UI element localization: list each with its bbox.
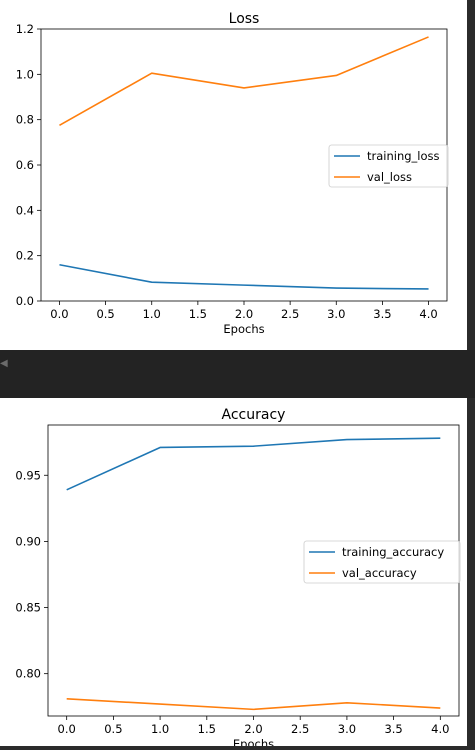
y-tick-label: 0.6: [16, 158, 34, 172]
series-line-training_loss: [59, 263, 429, 290]
series-line-val_loss: [59, 36, 429, 127]
x-tick-label: 2.0: [244, 722, 262, 736]
accuracy-chart: Accuracy 0.0 0.5 1.0 1.5 2.0 2.5 3.0 3.5 4.0 0.80 0…: [15, 407, 461, 750]
x-tick-label: 0.0: [50, 307, 68, 321]
x-tick-label: 3.5: [384, 722, 402, 736]
series-line-training_accuracy: [66, 437, 441, 491]
y-tick-label: 0.0: [16, 294, 34, 308]
legend-label-val_loss: val_loss: [367, 170, 412, 184]
output-divider: [0, 350, 475, 398]
x-tick-label: 0.5: [104, 722, 122, 736]
x-axis-label: Epochs: [223, 322, 264, 336]
x-tick-label: 2.5: [281, 307, 299, 321]
y-tick-label: 0.2: [16, 249, 34, 263]
x-tick-label: 3.0: [327, 307, 345, 321]
legend-label-val_accuracy: val_accuracy: [342, 566, 417, 580]
x-tick-label: 4.0: [419, 307, 437, 321]
y-tick-label: 1.0: [16, 67, 34, 81]
y-tick-label: 0.4: [16, 203, 34, 217]
y-tick-label: 0.80: [15, 667, 41, 681]
x-tick-label: 1.0: [143, 307, 161, 321]
y-tick-label: 0.85: [15, 601, 41, 615]
x-tick-label: 0.5: [96, 307, 114, 321]
loss-chart: Loss 0.0 0.5 1.0 1.5 2.0 2.5 3.0 3.5 4.0 0.0 0.2 0.4…: [16, 11, 449, 336]
x-tick-label: 3.5: [373, 307, 391, 321]
y-tick-label: 0.90: [15, 534, 41, 548]
loss-chart-panel: Loss 0.0 0.5 1.0 1.5 2.0 2.5 3.0 3.5 4.0 0.0 0.2 0.4…: [0, 0, 467, 350]
accuracy-chart-panel: Accuracy 0.0 0.5 1.0 1.5 2.0 2.5 3.0 3.5 4.0 0.80 0…: [0, 398, 467, 750]
x-tick-label: 1.5: [189, 307, 207, 321]
legend-label-training_loss: training_loss: [367, 149, 440, 163]
series-line-val_accuracy: [66, 698, 441, 711]
y-tick-label: 1.2: [16, 22, 34, 36]
x-tick-label: 4.0: [431, 722, 449, 736]
legend-box: [303, 540, 461, 584]
chart-title: Loss: [229, 11, 260, 27]
x-tick-label: 1.5: [198, 722, 216, 736]
x-axis-label: Epochs: [233, 737, 274, 746]
x-tick-label: 2.5: [291, 722, 309, 736]
y-tick-label: 0.95: [15, 468, 41, 482]
collapse-arrow-icon[interactable]: ◀: [0, 358, 8, 369]
x-tick-label: 0.0: [58, 722, 76, 736]
x-tick-label: 2.0: [235, 307, 253, 321]
y-tick-label: 0.8: [16, 113, 34, 127]
x-tick-label: 3.0: [338, 722, 356, 736]
x-tick-label: 1.0: [151, 722, 169, 736]
legend-label-training_accuracy: training_accuracy: [342, 545, 444, 559]
chart-title: Accuracy: [222, 407, 286, 423]
